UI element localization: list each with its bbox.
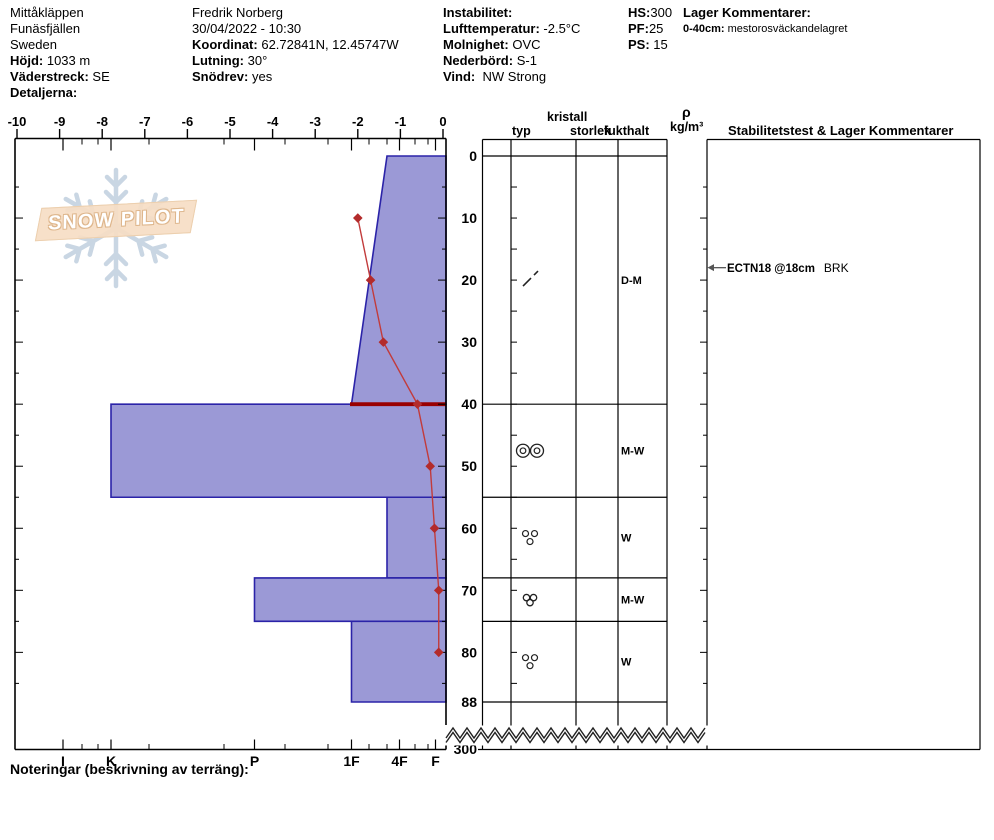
snow-layer-bar [253, 577, 447, 623]
svg-text:W: W [621, 657, 632, 669]
snow-drift: Snödrev: yes [192, 69, 273, 84]
svg-text:-10: -10 [8, 114, 27, 129]
svg-text:M-W: M-W [621, 446, 645, 458]
col-header-fukthalt: fukthalt [604, 124, 650, 138]
layer-comment: 0-40cm: mestorosväckandelagret [683, 23, 848, 35]
temperature-point [433, 585, 444, 596]
svg-text:80: 80 [461, 644, 477, 660]
svg-text:40: 40 [461, 396, 477, 412]
svg-text:-8: -8 [96, 114, 108, 129]
coordinates: Koordinat: 62.72841N, 12.45747W [192, 37, 399, 52]
site-elevation: Höjd: 1033 m [10, 53, 91, 68]
col-header-rho: ρ [682, 104, 691, 120]
temperature-point [433, 647, 444, 658]
svg-text:-1: -1 [395, 114, 407, 129]
slope-angle: Lutning: 30° [192, 53, 268, 68]
svg-text:-3: -3 [309, 114, 321, 129]
observation-datetime: 30/04/2022 - 10:30 [192, 21, 302, 36]
wind: Vind: NW Strong [443, 69, 547, 84]
svg-text:-4: -4 [267, 114, 279, 129]
col-header-storlek: storlek [570, 124, 611, 138]
pf-value: PF:25 [628, 21, 664, 36]
stability-test-score: BRK [823, 261, 849, 275]
snowpilot-logo: SNOW PILOT [28, 158, 218, 303]
temperature-point [429, 523, 440, 534]
svg-text:W: W [621, 533, 632, 545]
precipitation: Nederbörd: S-1 [443, 53, 537, 68]
noteringar-label: Noteringar (beskrivning av terräng): [10, 761, 249, 777]
header-observer: Fredrik Norberg 30/04/2022 - 10:30 Koord… [192, 5, 399, 85]
svg-text:-2: -2 [352, 114, 364, 129]
svg-text:P: P [250, 753, 259, 769]
svg-text:K: K [106, 753, 116, 769]
svg-text:I: I [61, 753, 65, 769]
svg-text:50: 50 [461, 458, 477, 474]
air-temperature: Lufttemperatur: -2.5°C [443, 21, 581, 36]
layer-comments-title: Lager Kommentarer: [683, 5, 811, 20]
temperature-line [357, 217, 440, 653]
temperature-point [365, 275, 376, 285]
col-header-stability: Stabilitetstest & Lager Kommentarer [728, 123, 954, 138]
header-site: Mittåkläppen Funäsfjällen Sweden Höjd: 1… [10, 5, 110, 101]
svg-text:0: 0 [439, 114, 446, 129]
hs-value: HS:300 [628, 5, 673, 20]
svg-text:70: 70 [461, 582, 477, 598]
snow-layer-bar [350, 155, 447, 405]
col-header-rho-unit: kg/m³ [670, 120, 704, 134]
header-snowpack: HS:300 PF:25 PS: 15 [628, 5, 672, 53]
ps-value: PS: 15 [628, 37, 668, 52]
svg-text:F: F [431, 753, 440, 769]
observer-name: Fredrik Norberg [192, 5, 284, 20]
temperature-point [412, 399, 423, 409]
svg-text:M-W: M-W [621, 595, 645, 607]
svg-text:1F: 1F [343, 753, 360, 769]
stability-test-annotation: ECTN18 @18cm BRK [727, 261, 849, 275]
site-name: Mittåkläppen [10, 5, 84, 20]
svg-text:-6: -6 [182, 114, 194, 129]
svg-text:20: 20 [461, 272, 477, 288]
site-details: Detaljerna: [10, 85, 78, 100]
svg-text:D-M: D-M [621, 275, 642, 287]
instability: Instabilitet: [443, 5, 513, 20]
svg-text:-5: -5 [224, 114, 236, 129]
header-layer-comments: Lager Kommentarer: 0-40cm: mestorosväcka… [683, 5, 847, 37]
svg-text:4F: 4F [391, 753, 408, 769]
col-header-kristall: kristall [547, 110, 588, 124]
svg-text:-9: -9 [54, 114, 66, 129]
temperature-point [353, 213, 363, 223]
site-country: Sweden [10, 37, 57, 52]
temperature-point [378, 337, 389, 347]
svg-text:30: 30 [461, 334, 477, 350]
site-region: Funäsfjällen [10, 21, 81, 36]
temperature-point [425, 461, 436, 472]
sky-cover: Molnighet: OVC [443, 37, 541, 52]
svg-text:0: 0 [469, 148, 477, 164]
site-aspect: Väderstreck: SE [10, 69, 110, 84]
svg-text:10: 10 [461, 210, 477, 226]
snow-layer-bar [350, 620, 447, 703]
svg-text:-7: -7 [139, 114, 151, 129]
svg-text:88: 88 [461, 694, 477, 710]
stability-test-result: ECTN18 @18cm [727, 263, 815, 275]
col-header-typ: typ [512, 124, 531, 138]
svg-text:60: 60 [461, 520, 477, 536]
snow-layer-bar [110, 403, 447, 499]
header-conditions: Instabilitet: Lufttemperatur: -2.5°C Mol… [443, 5, 580, 85]
